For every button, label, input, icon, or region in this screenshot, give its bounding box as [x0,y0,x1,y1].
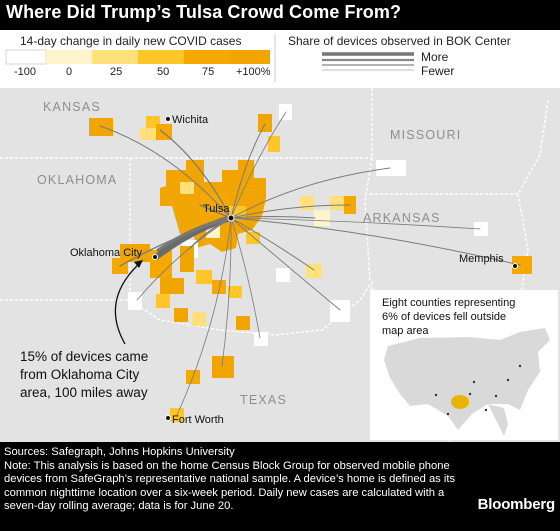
annotation-line-1: 15% of devices came [20,349,148,364]
legend-more-label: More [421,50,449,64]
state-label-oklahoma: OKLAHOMA [37,173,117,187]
chart-title: Where Did Trump’s Tulsa Crowd Come From? [6,2,402,22]
inset-text-line-2: 6% of devices fell outside [382,311,506,323]
line-width-legend [322,52,414,71]
legend-graphics [5,34,414,82]
state-label-texas: TEXAS [240,393,287,407]
city-markers [152,116,518,421]
inset-map [370,290,558,440]
map-canvas: KANSAS OKLAHOMA MISSOURI ARKANSAS TEXAS … [0,88,560,443]
scale-label-2: 25 [110,66,123,78]
annotation-line-2: from Oklahoma City [20,367,140,382]
scale-label-1: 0 [66,66,73,78]
map: KANSAS OKLAHOMA MISSOURI ARKANSAS TEXAS … [0,88,560,443]
line-legend-title: Share of devices observed in BOK Center [288,34,511,48]
scale-label-3: 50 [157,66,170,78]
inset-text-line-3: map area [382,325,429,337]
city-label-fort-worth: Fort Worth [172,414,224,426]
footer: Sources: Safegraph, Johns Hopkins Univer… [4,446,476,514]
city-label-wichita: Wichita [172,114,209,126]
scale-label-5: +100% [236,66,271,78]
inset-text-line-1: Eight counties representing [382,297,515,309]
sources-text: Sources: Safegraph, Johns Hopkins Univer… [4,446,235,458]
note-text: Note: This analysis is based on the home… [4,459,456,513]
color-legend-title: 14-day change in daily new COVID cases [20,34,242,48]
legend-panel: 14-day change in daily new COVID cases -… [0,30,560,88]
city-label-tulsa: Tulsa [203,203,230,215]
state-label-kansas: KANSAS [43,100,101,114]
legend-fewer-label: Fewer [421,64,455,78]
state-label-arkansas: ARKANSAS [363,211,441,225]
color-scale [5,49,270,65]
scale-label-0: -100 [14,66,37,78]
scale-label-4: 75 [202,66,215,78]
city-label-oklahoma-city: Oklahoma City [70,247,143,259]
city-label-memphis: Memphis [459,253,504,265]
counties [89,104,532,422]
annotation-arrow [114,262,141,345]
bloomberg-logo: Bloomberg [477,496,556,513]
state-label-missouri: MISSOURI [390,128,461,142]
device-flow-lines [99,111,521,416]
annotation-line-3: area, 100 miles away [20,385,148,400]
